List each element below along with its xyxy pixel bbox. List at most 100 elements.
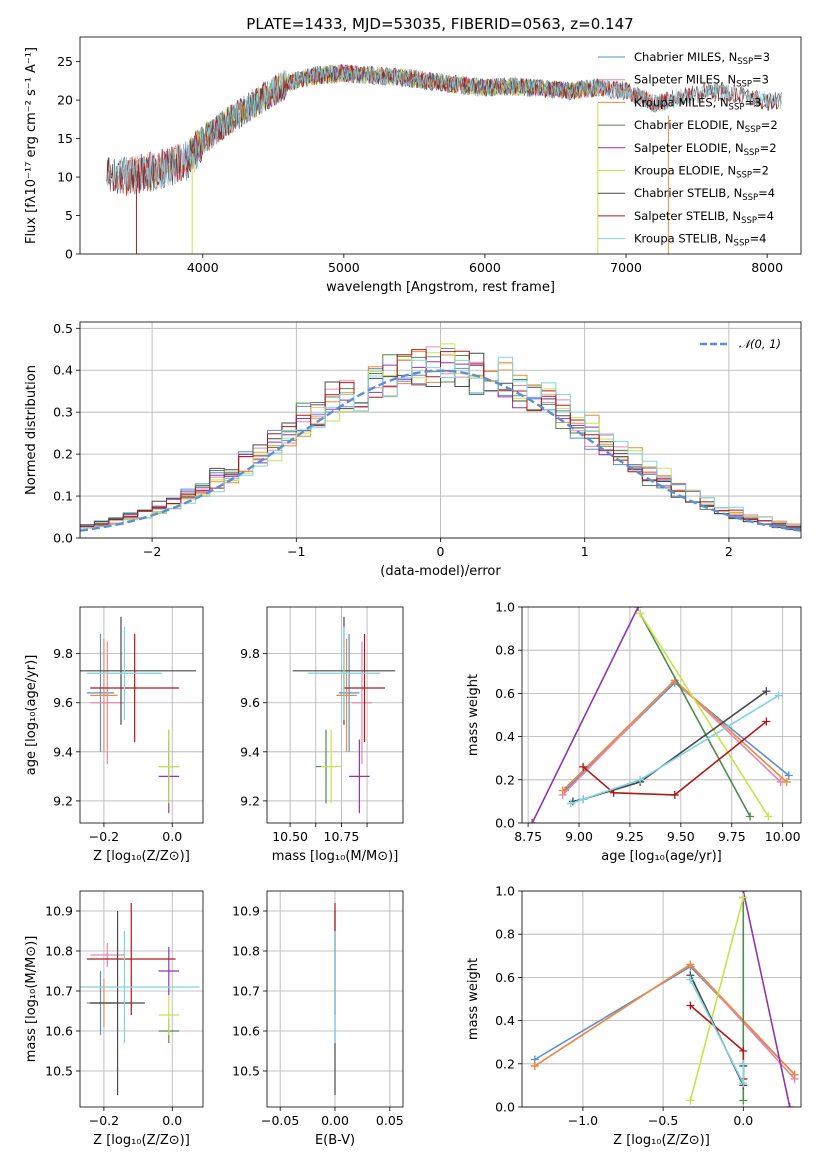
legend-value: =3 [752, 73, 769, 87]
x-tick-label: −0.05 [261, 1113, 299, 1128]
x-tick-label: 0.0 [162, 829, 182, 844]
legend-value: =4 [757, 209, 774, 223]
y-tick-label: 10.5 [232, 1064, 260, 1079]
weight-marker [739, 1079, 748, 1088]
y-tick-label: 9.8 [53, 646, 73, 661]
y-tick-label: 0.6 [495, 970, 515, 985]
grid [80, 607, 203, 823]
y-tick-label: 0.0 [495, 1100, 515, 1115]
y-tick-label: 20 [57, 93, 73, 108]
weight-line [582, 720, 767, 796]
x-tick-label: −0.2 [89, 829, 119, 844]
legend-entry: Salpeter ELODIE, NSSP=2 [634, 141, 777, 158]
y-tick-label: 10.7 [45, 984, 73, 999]
x-tick-label: 1 [581, 544, 589, 559]
x-tick-label: 0.05 [376, 1113, 404, 1128]
weight-line [689, 897, 745, 1101]
y-tick-label: 0.4 [495, 1013, 515, 1028]
weight-line [562, 679, 788, 792]
legend-value: =3 [753, 50, 770, 64]
legend-entry: Salpeter MILES, NSSP=3 [634, 73, 769, 90]
weight-marker [528, 819, 537, 823]
plot-area [80, 616, 197, 814]
legend-entry: Kroupa STELIB, NSSP=4 [634, 232, 766, 249]
legend-subscript: SSP [744, 148, 760, 158]
legend-subscript: SSP [729, 102, 745, 112]
weight-line [742, 891, 791, 1107]
y-tick-label: 10.8 [232, 944, 260, 959]
legend-subscript: SSP [742, 193, 758, 203]
x-tick-label: 4000 [187, 260, 219, 275]
weight-line [534, 963, 796, 1076]
spectrum-panel: 4000 5000 6000 7000 8000 0 5 10 15 20 25 wavelength… [24, 36, 802, 295]
y-tick-label: 0.1 [53, 489, 73, 504]
x-tick-label: −1 [287, 544, 305, 559]
weight-marker [579, 762, 588, 771]
x-axis-label: E(B-V) [315, 1133, 355, 1148]
y-tick-label: 9.4 [53, 744, 73, 759]
legend-subscript: SSP [736, 171, 752, 181]
weight-marker [670, 790, 679, 799]
x-tick-label: −2 [143, 544, 161, 559]
plot-area [530, 891, 799, 1107]
axes-frame [521, 890, 802, 1108]
y-tick-label: 0.4 [495, 729, 515, 744]
x-tick-label: −0.2 [89, 1113, 119, 1128]
legend-subscript: SSP [734, 239, 750, 249]
y-tick-label: 10 [57, 170, 73, 185]
legend-entry: Chabrier MILES, NSSP=3 [634, 50, 770, 67]
y-axis-label: mass [log₁₀(M/M⊙)] [24, 936, 39, 1063]
y-tick-label: 0.4 [53, 363, 73, 378]
y-tick-label: 9.8 [240, 646, 260, 661]
weight-marker [579, 795, 588, 804]
x-tick-label: 8000 [751, 260, 783, 275]
x-tick-label: 2 [725, 544, 733, 559]
y-tick-label: 0 [65, 247, 73, 262]
y-tick-label: 10.6 [232, 1024, 260, 1039]
weight-marker [530, 1061, 539, 1070]
y-axis-label: Flux [fλ10⁻¹⁷ erg cm⁻² s⁻¹ A⁻¹] [24, 47, 39, 244]
normal-curve [80, 369, 801, 532]
plot-area [292, 616, 396, 814]
y-axis-label: Normed distribution [24, 365, 39, 495]
y-axis-label: mass weight [466, 674, 481, 756]
spectrum-line-kroupa-stelib [106, 64, 782, 194]
legend-entry: Salpeter STELIB, NSSP=4 [634, 209, 774, 226]
y-tick-label: 1.0 [495, 884, 515, 899]
weight-marker [739, 1096, 748, 1105]
y-axis-label: age [log₁₀(age/yr)] [24, 655, 39, 776]
age-vs-metallicity-panel: −0.2 0.0 9.2 9.4 9.6 9.8 Z [log₁₀(Z/Z⊙)] age [l… [24, 606, 204, 864]
x-tick-label: 10.75 [324, 829, 360, 844]
weight-marker [785, 1103, 794, 1107]
y-tick-label: 9.6 [240, 695, 260, 710]
mass-vs-metallicity-panel: −0.2 0.0 10.5 10.6 10.7 10.8 10.9 Z [log₁₀(Z/Z⊙… [24, 890, 204, 1148]
weight-marker [764, 812, 773, 821]
weight-vs-age-panel: 8.75 9.00 9.25 9.50 9.75 10.00 0.0 0.2 0.4 0.6 0.8… [466, 600, 802, 864]
legend-subscript: SSP [741, 216, 757, 226]
weight-line [531, 607, 639, 823]
weight-marker [762, 717, 771, 726]
axes-frame [266, 890, 404, 1108]
plot-area [106, 63, 782, 254]
weight-marker [774, 691, 783, 700]
x-tick-label: 0 [437, 544, 445, 559]
weight-marker [634, 607, 643, 611]
x-axis-label: Z [log₁₀(Z/Z⊙)] [93, 1133, 190, 1148]
legend-value: =3 [744, 95, 761, 109]
legend-value: =2 [752, 164, 769, 178]
weight-marker [566, 799, 575, 808]
x-tick-label: 0.00 [321, 1113, 349, 1128]
x-axis-label: (data-model)/error [380, 564, 501, 579]
residuals-panel: −2 −1 0 1 2 0.0 0.1 0.2 0.3 0.4 0.5 (data-model)/er… [24, 321, 802, 579]
histogram-chabrier-stelib [80, 352, 801, 538]
y-tick-label: 0.6 [495, 686, 515, 701]
axes-frame [266, 606, 404, 824]
y-tick-label: 10.6 [45, 1024, 73, 1039]
legend-subscript: SSP [736, 80, 752, 90]
x-tick-label: 0.0 [733, 1113, 753, 1128]
weight-marker [739, 1046, 748, 1055]
weight-marker [746, 812, 755, 821]
x-axis-label: wavelength [Angstrom, rest frame] [326, 280, 555, 295]
y-tick-label: 0.8 [495, 643, 515, 658]
